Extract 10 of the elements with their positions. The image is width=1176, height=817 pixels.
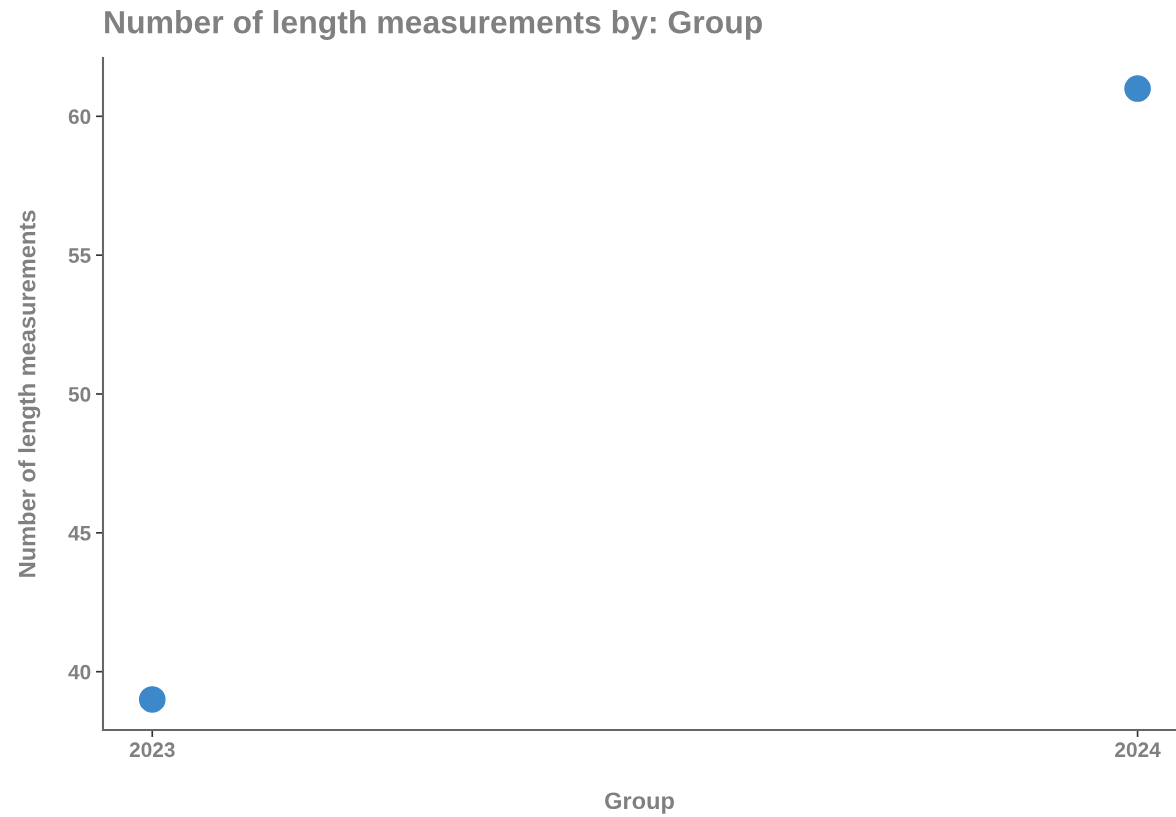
x-tick-label: 2023 — [129, 742, 175, 758]
y-tick-label: 40 — [68, 664, 91, 680]
y-tick-label: 60 — [68, 109, 91, 125]
x-tick-label: 2024 — [1115, 742, 1161, 758]
y-tick-label: 45 — [68, 526, 91, 541]
y-tick-label: 55 — [68, 248, 91, 263]
y-tick-label: 50 — [68, 387, 91, 402]
chart-title: Number of length measurements by: Group — [105, 10, 762, 40]
y-axis-title: Number of length measurements — [18, 210, 41, 577]
x-axis-title: Group — [605, 792, 674, 814]
